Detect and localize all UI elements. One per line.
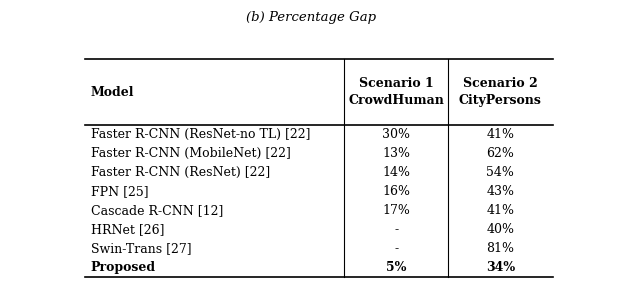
Text: 30%: 30% (383, 128, 411, 141)
Text: -: - (394, 242, 399, 255)
Text: 34%: 34% (486, 261, 515, 274)
Text: CityPersons: CityPersons (459, 94, 542, 107)
Text: Swin-Trans [27]: Swin-Trans [27] (91, 242, 192, 255)
Text: 17%: 17% (383, 204, 411, 217)
Text: 13%: 13% (383, 147, 411, 160)
Text: 16%: 16% (383, 185, 411, 198)
Text: CrowdHuman: CrowdHuman (348, 94, 444, 107)
Text: Scenario 1: Scenario 1 (359, 77, 434, 90)
Text: 41%: 41% (486, 204, 514, 217)
Text: Faster R-CNN (ResNet) [22]: Faster R-CNN (ResNet) [22] (91, 166, 270, 179)
Text: 5%: 5% (386, 261, 407, 274)
Text: FPN [25]: FPN [25] (91, 185, 149, 198)
Text: 81%: 81% (486, 242, 514, 255)
Text: Proposed: Proposed (91, 261, 156, 274)
Text: HRNet [26]: HRNet [26] (91, 223, 164, 236)
Text: -: - (394, 223, 399, 236)
Text: Faster R-CNN (MobileNet) [22]: Faster R-CNN (MobileNet) [22] (91, 147, 290, 160)
Text: Cascade R-CNN [12]: Cascade R-CNN [12] (91, 204, 223, 217)
Text: 54%: 54% (486, 166, 514, 179)
Text: 41%: 41% (486, 128, 514, 141)
Text: 14%: 14% (383, 166, 411, 179)
Text: (b) Percentage Gap: (b) Percentage Gap (246, 11, 376, 24)
Text: Scenario 2: Scenario 2 (463, 77, 538, 90)
Text: 43%: 43% (486, 185, 514, 198)
Text: 40%: 40% (486, 223, 514, 236)
Text: 62%: 62% (486, 147, 514, 160)
Text: Faster R-CNN (ResNet-no TL) [22]: Faster R-CNN (ResNet-no TL) [22] (91, 128, 310, 141)
Text: Model: Model (91, 85, 134, 98)
